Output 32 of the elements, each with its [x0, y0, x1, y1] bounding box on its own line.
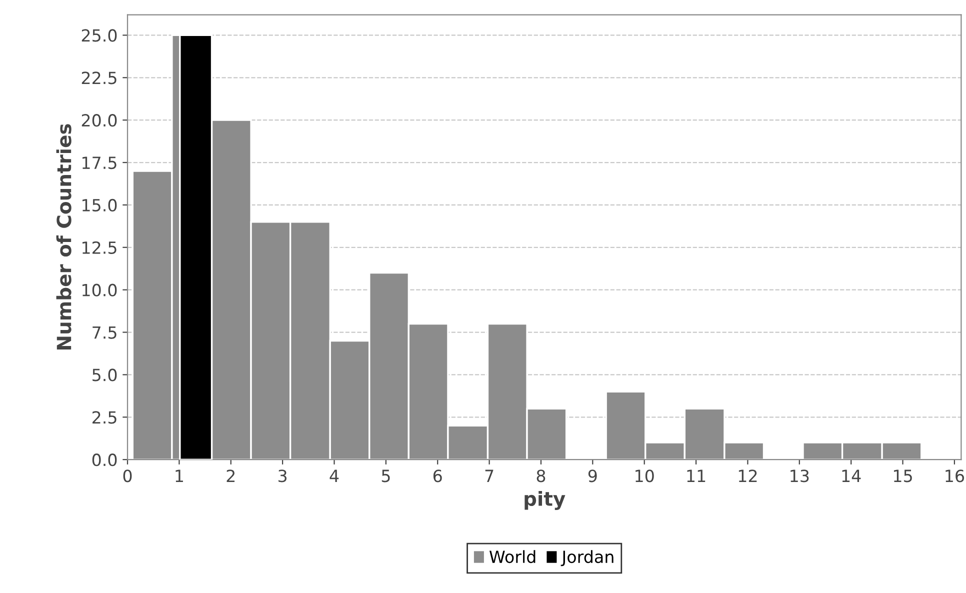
legend-label: World: [490, 550, 536, 564]
x-tick-label: 3: [278, 470, 287, 482]
y-tick-label: 17.5: [82, 156, 116, 170]
y-tick-label: 15.0: [82, 198, 117, 212]
x-tick-label: 11: [687, 470, 706, 482]
x-tick-label: 6: [433, 470, 442, 482]
legend-label: Jordan: [560, 550, 614, 566]
x-tick-label: 15: [894, 470, 912, 482]
y-tick-label: 5.0: [92, 368, 117, 382]
y-tick-label: 12.5: [82, 241, 116, 254]
y-axis-title: Number of Countries: [56, 124, 72, 350]
x-tick-label: 0: [123, 470, 132, 482]
x-tick-label: 13: [790, 470, 809, 482]
y-tick-label: 10.0: [82, 284, 117, 296]
y-tick-label: 22.5: [82, 72, 116, 84]
x-tick-label: 1: [176, 470, 183, 482]
y-tick-label: 2.5: [92, 411, 116, 424]
x-tick-label: 5: [382, 470, 390, 482]
x-tick-label: 14: [842, 470, 861, 482]
y-tick-label: 7.5: [92, 326, 116, 339]
y-tick-label: 25.0: [82, 29, 117, 42]
x-tick-label: 7: [485, 470, 494, 482]
x-tick-label: 12: [738, 470, 757, 482]
y-tick-label: 0.0: [92, 454, 117, 466]
x-tick-label: 8: [536, 470, 546, 482]
x-tick-label: 16: [946, 470, 964, 482]
x-axis-title: pity: [524, 490, 566, 510]
y-tick-label: 20.0: [82, 114, 117, 127]
x-tick-label: 9: [588, 470, 597, 482]
x-tick-label: 10: [636, 470, 654, 482]
x-tick-label: 4: [330, 470, 339, 482]
x-tick-label: 2: [226, 470, 235, 482]
